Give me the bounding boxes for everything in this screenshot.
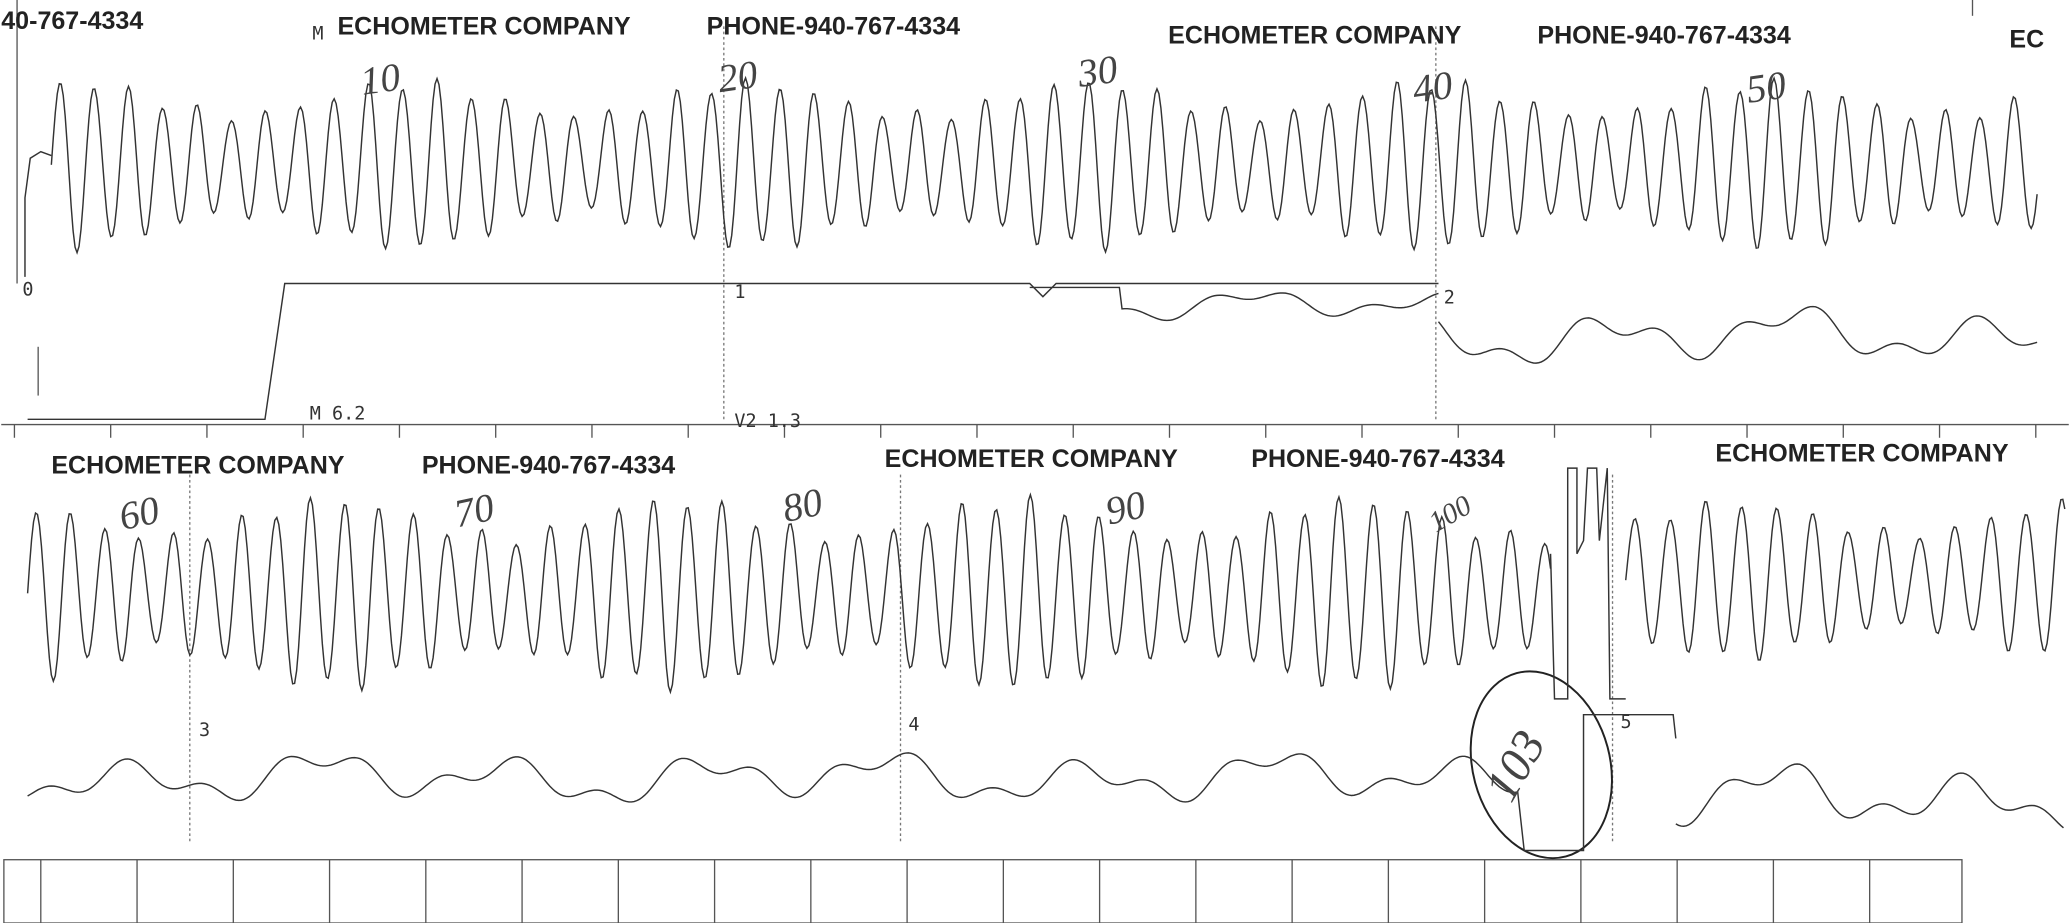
header-phone: PHONE-940-767-4334 xyxy=(1537,22,1790,50)
handwritten-note: 20 xyxy=(715,52,761,101)
footer-label: V2 1.3 xyxy=(734,411,801,432)
footer-label: M 6.2 xyxy=(310,403,366,424)
chart-sheet: 40-767-4334 ECHOMETER COMPANY PHONE-940-… xyxy=(0,0,2070,923)
header-company: ECHOMETER COMPANY xyxy=(885,445,1178,473)
handwritten-note: 30 xyxy=(1074,47,1121,96)
header-company: ECHOMETER COMPANY xyxy=(51,451,344,479)
marker-label: 4 xyxy=(908,714,919,735)
marker-label: 1 xyxy=(734,282,745,303)
header-fragment: 40-767-4334 xyxy=(1,7,143,35)
header-phone: PHONE-940-767-4334 xyxy=(707,12,960,40)
header-company: ECHOMETER COMPANY xyxy=(1715,440,2008,468)
handwritten-note: 10 xyxy=(358,55,404,104)
marker-label: M xyxy=(312,24,323,45)
marker-label: 0 xyxy=(22,279,33,300)
page: { "top_strip": { "header_left": "40-767-… xyxy=(0,0,2070,923)
marker-label: 2 xyxy=(1444,287,1455,308)
header-phone: PHONE-940-767-4334 xyxy=(1251,445,1504,473)
marker-label: 5 xyxy=(1620,712,1631,733)
header-phone: PHONE-940-767-4334 xyxy=(422,451,675,479)
header-fragment: EC xyxy=(2009,25,2044,53)
header-company: ECHOMETER COMPANY xyxy=(1168,22,1461,50)
handwritten-note: 50 xyxy=(1743,63,1789,112)
header-company: ECHOMETER COMPANY xyxy=(337,12,630,40)
handwritten-note: 40 xyxy=(1410,63,1456,112)
marker-label: 3 xyxy=(199,720,210,741)
